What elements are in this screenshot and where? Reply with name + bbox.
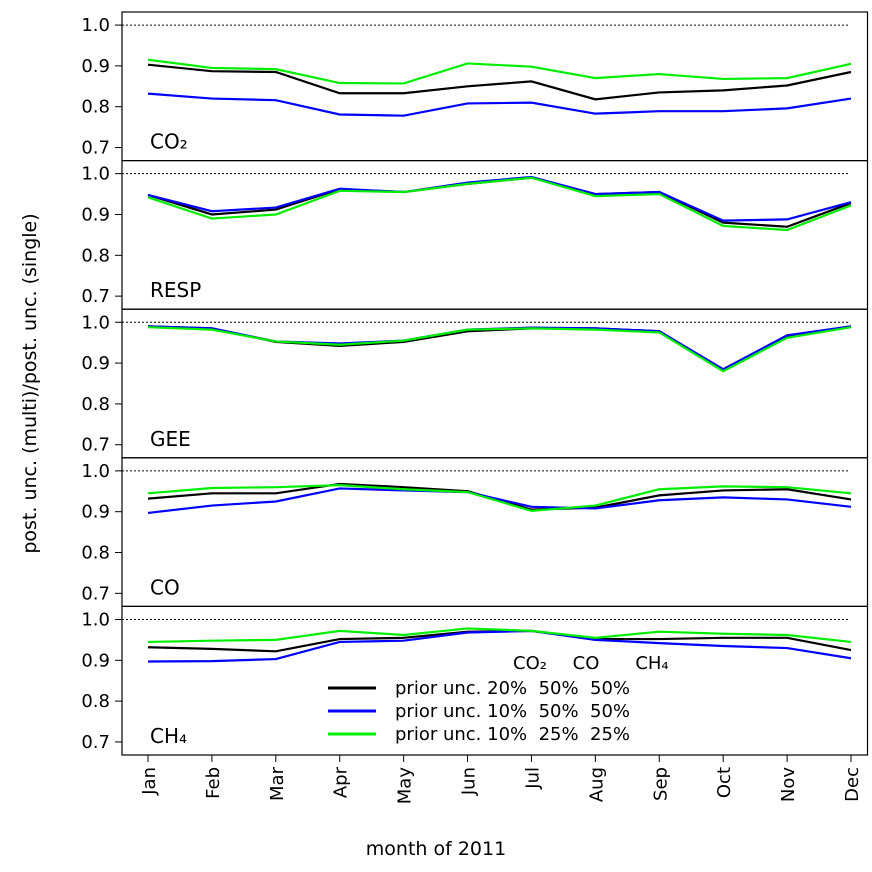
panel-frame bbox=[121, 11, 869, 162]
y-tick-label: 0.8 bbox=[81, 394, 110, 415]
series-line bbox=[147, 484, 852, 512]
x-tick-label: Jul bbox=[522, 767, 543, 790]
y-tick-label: 1.0 bbox=[81, 15, 110, 36]
x-tick-label: Nov bbox=[778, 767, 799, 802]
y-tick-label: 1.0 bbox=[81, 609, 110, 630]
legend-header: CO₂ bbox=[513, 653, 547, 674]
panel-label: CO₂ bbox=[150, 130, 188, 154]
legend-header: CO bbox=[573, 653, 600, 674]
panel-label: RESP bbox=[150, 278, 201, 302]
y-axis-label: post. unc. (multi)/post. unc. (single) bbox=[19, 213, 41, 553]
y-tick-label: 0.8 bbox=[81, 245, 110, 266]
x-tick-label: Jun bbox=[459, 767, 480, 796]
y-tick-label: 1.0 bbox=[81, 164, 110, 185]
panel-frame bbox=[121, 160, 869, 310]
legend-header: CH₄ bbox=[635, 653, 668, 674]
x-tick-label: Aug bbox=[586, 767, 607, 802]
panel-label: CO bbox=[150, 575, 180, 599]
legend-label: prior unc. 10% 50% 50% bbox=[395, 701, 630, 722]
series-line bbox=[147, 176, 852, 232]
y-tick-label: 1.0 bbox=[81, 461, 110, 482]
y-tick-label: 0.8 bbox=[81, 543, 110, 564]
y-tick-label: 0.7 bbox=[81, 138, 110, 159]
x-tick-label: Sep bbox=[650, 767, 671, 801]
y-tick-label: 0.8 bbox=[81, 97, 110, 118]
y-tick-label: 1.0 bbox=[81, 312, 110, 333]
x-tick-label: Oct bbox=[714, 767, 735, 798]
x-tick-label: Dec bbox=[842, 767, 863, 802]
x-axis-label: month of 2011 bbox=[366, 838, 506, 860]
y-tick-label: 0.8 bbox=[81, 691, 110, 712]
y-tick-label: 0.7 bbox=[81, 732, 110, 753]
series-line bbox=[147, 629, 852, 663]
series-line bbox=[147, 175, 852, 222]
series-line bbox=[147, 63, 852, 101]
series-line bbox=[147, 487, 852, 515]
y-tick-label: 0.7 bbox=[81, 286, 110, 307]
x-tick-label: Mar bbox=[267, 766, 288, 801]
y-tick-label: 0.9 bbox=[81, 204, 110, 225]
panel-label: CH₄ bbox=[150, 724, 187, 748]
y-tick-label: 0.9 bbox=[81, 353, 110, 374]
y-tick-label: 0.9 bbox=[81, 650, 110, 671]
y-tick-label: 0.7 bbox=[81, 583, 110, 604]
x-tick-label: May bbox=[395, 767, 416, 805]
legend-label: prior unc. 10% 25% 25% bbox=[395, 724, 630, 745]
y-tick-label: 0.7 bbox=[81, 435, 110, 456]
series-line bbox=[147, 58, 852, 85]
y-tick-label: 0.9 bbox=[81, 502, 110, 523]
series-line bbox=[147, 92, 852, 117]
panel-frame bbox=[121, 605, 869, 756]
series-line bbox=[147, 326, 852, 373]
panel-label: GEE bbox=[150, 427, 191, 451]
x-tick-label: Feb bbox=[203, 767, 224, 799]
series-line bbox=[147, 627, 852, 644]
series-line bbox=[147, 325, 852, 372]
y-tick-label: 0.9 bbox=[81, 56, 110, 77]
panel-frame bbox=[121, 457, 869, 607]
series-line bbox=[147, 325, 852, 371]
x-tick-label: Jan bbox=[139, 767, 160, 796]
panel-frame bbox=[121, 308, 869, 459]
x-tick-label: Apr bbox=[331, 766, 352, 798]
legend-label: prior unc. 20% 50% 50% bbox=[395, 678, 630, 699]
